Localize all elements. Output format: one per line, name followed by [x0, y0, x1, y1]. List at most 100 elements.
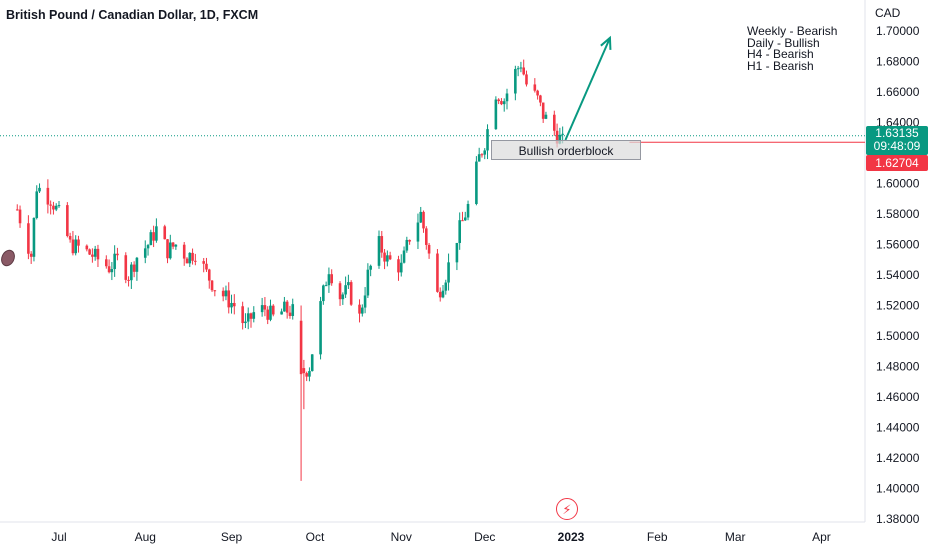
- candle-body: [402, 250, 406, 263]
- candle-body: [324, 285, 328, 287]
- candle-body: [266, 309, 269, 320]
- candle-body: [210, 280, 214, 291]
- candle-body: [171, 242, 175, 247]
- candle-body: [174, 244, 178, 247]
- candle-body: [185, 258, 189, 264]
- candle-body: [146, 245, 150, 249]
- candle-body: [302, 368, 306, 374]
- candle-body: [299, 320, 303, 375]
- candle-body: [522, 67, 525, 75]
- y-tick-label: 1.50000: [876, 329, 920, 343]
- candle-body: [536, 90, 539, 96]
- candle-body: [74, 239, 77, 254]
- candle-body: [194, 260, 197, 262]
- candle-body: [408, 239, 411, 242]
- candle-body: [77, 239, 80, 246]
- y-tick-label: 1.54000: [876, 268, 920, 282]
- candle-body: [444, 282, 448, 291]
- candle-body: [347, 282, 350, 286]
- candle-body: [107, 266, 111, 273]
- y-tick-label: 1.38000: [876, 512, 920, 526]
- candle-body: [113, 253, 116, 270]
- candle-body: [110, 269, 114, 273]
- candle-body: [91, 254, 94, 257]
- candle-body: [32, 217, 36, 257]
- candle-body: [338, 283, 342, 300]
- x-tick-label: Nov: [391, 530, 412, 544]
- candle-body: [494, 99, 498, 130]
- countdown-value: 09:48:09: [873, 139, 921, 153]
- y-tick-label: 1.42000: [876, 451, 920, 465]
- y-tick-label: 1.60000: [876, 177, 920, 191]
- y-tick-label: 1.52000: [876, 299, 920, 313]
- candle-body: [202, 261, 205, 264]
- x-tick-label: Apr: [812, 530, 831, 544]
- candle-body: [291, 304, 295, 316]
- candle-body: [369, 265, 372, 270]
- candle-body: [539, 95, 542, 103]
- candle-body: [477, 154, 481, 162]
- candle-body: [283, 301, 286, 312]
- flag-marker: [1, 249, 15, 267]
- candle-body: [124, 255, 128, 280]
- candle-body: [447, 262, 450, 283]
- candle-body: [127, 279, 130, 281]
- x-tick-label: Mar: [725, 530, 746, 544]
- y-tick-label: 1.44000: [876, 421, 920, 435]
- candle-body: [383, 252, 386, 262]
- candle-body: [319, 301, 322, 355]
- candle-body: [227, 290, 231, 308]
- candle-body: [514, 69, 517, 94]
- candle-body: [486, 129, 489, 151]
- candle-body: [397, 259, 400, 273]
- note-h4: H4 - Bearish: [747, 47, 814, 62]
- candle-body: [38, 187, 41, 192]
- candle-body: [455, 242, 459, 263]
- candle-body: [169, 242, 172, 259]
- candle-body: [555, 130, 559, 144]
- candle-body: [15, 209, 19, 211]
- note-weekly: Weekly - Bearish: [747, 24, 838, 38]
- note-h1: H1 - Bearish: [747, 58, 814, 73]
- x-tick-label: Feb: [647, 530, 668, 544]
- candle-body: [93, 248, 97, 257]
- candle-body: [425, 228, 428, 245]
- candle-body: [427, 244, 431, 254]
- candle-body: [105, 259, 108, 267]
- candle-body: [71, 239, 75, 254]
- candle-body: [18, 209, 22, 224]
- candle-body: [461, 220, 464, 222]
- candle-body: [308, 371, 311, 377]
- candle-body: [246, 313, 250, 322]
- candle-body: [436, 253, 439, 292]
- candle-body: [135, 257, 139, 272]
- candle-body: [361, 307, 364, 314]
- candle-body: [438, 291, 442, 298]
- candle-body: [233, 302, 236, 307]
- y-tick-label: 1.58000: [876, 207, 920, 221]
- candle-body: [341, 294, 345, 300]
- last-price-value: 1.63135: [875, 126, 919, 140]
- candle-body: [525, 74, 528, 85]
- chart-title: British Pound / Canadian Dollar, 1D, FXC…: [6, 8, 259, 22]
- candle-body: [205, 263, 208, 270]
- candle-body: [66, 205, 69, 237]
- currency-label: CAD: [875, 6, 901, 20]
- candle-body: [241, 306, 244, 324]
- candle-body: [399, 262, 403, 273]
- candle-body: [52, 205, 55, 210]
- candle-body: [152, 232, 155, 241]
- candle-body: [230, 302, 233, 308]
- y-tick-label: 1.48000: [876, 360, 920, 374]
- candle-body: [458, 220, 461, 243]
- candle-body: [182, 244, 186, 259]
- x-tick-label: Aug: [135, 530, 156, 544]
- candle-body: [305, 373, 308, 377]
- candle-body: [249, 313, 253, 319]
- candle-body: [553, 114, 556, 131]
- orderblock-label[interactable]: Bullish orderblock: [491, 140, 641, 160]
- candle-body: [46, 187, 50, 205]
- candle-body: [191, 252, 194, 261]
- lightning-icon[interactable]: ⚡︎: [556, 498, 578, 520]
